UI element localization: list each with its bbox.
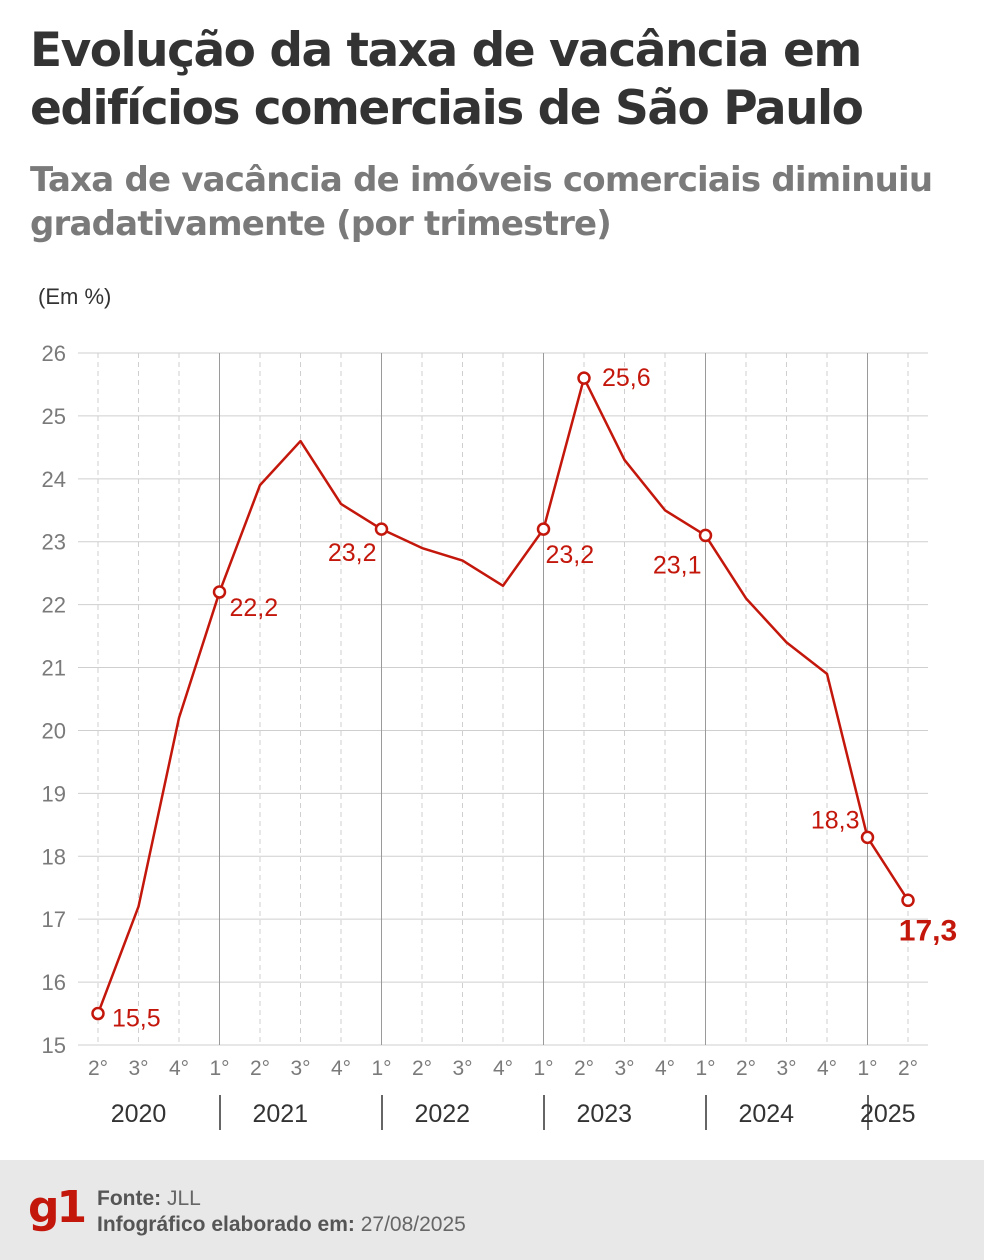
x-tick-label: 3° bbox=[776, 1057, 796, 1080]
y-tick-label: 17 bbox=[42, 907, 66, 932]
data-label: 25,6 bbox=[602, 364, 651, 392]
source-value: JLL bbox=[167, 1187, 201, 1210]
source-line: Fonte: JLL bbox=[97, 1186, 466, 1212]
data-point-marker bbox=[577, 371, 591, 385]
source-label: Fonte: bbox=[97, 1187, 162, 1210]
data-label: 15,5 bbox=[112, 1005, 161, 1033]
y-tick-label: 24 bbox=[42, 467, 66, 492]
made-label: Infográfico elaborado em: bbox=[97, 1213, 355, 1236]
y-tick-label: 15 bbox=[42, 1033, 66, 1058]
x-tick-label: 2° bbox=[250, 1057, 270, 1080]
x-tick-label: 3° bbox=[128, 1057, 148, 1080]
data-label: 23,2 bbox=[546, 541, 595, 569]
x-tick-label: 1° bbox=[371, 1057, 391, 1080]
x-tick-label: 2° bbox=[412, 1057, 432, 1080]
series-line bbox=[96, 376, 910, 1014]
y-tick-label: 26 bbox=[42, 341, 66, 366]
data-point-marker bbox=[698, 528, 713, 543]
date-line: Infográfico elaborado em: 27/08/2025 bbox=[97, 1212, 466, 1238]
year-label: 2024 bbox=[738, 1100, 794, 1128]
data-point-marker bbox=[91, 1006, 105, 1021]
x-tick-label: 4° bbox=[817, 1057, 837, 1080]
x-tick-label: 4° bbox=[331, 1057, 351, 1080]
data-label: 22,2 bbox=[230, 594, 279, 622]
footer: g1 Fonte: JLL Infográfico elaborado em: … bbox=[0, 1160, 984, 1260]
y-tick-label: 21 bbox=[42, 656, 66, 681]
year-label: 2023 bbox=[576, 1100, 632, 1128]
g1-logo: g1 bbox=[28, 1182, 87, 1233]
data-point-marker bbox=[901, 893, 915, 908]
x-tick-label: 2° bbox=[88, 1057, 108, 1080]
x-tick-label: 1° bbox=[857, 1057, 877, 1080]
source-block: Fonte: JLL Infográfico elaborado em: 27/… bbox=[97, 1186, 466, 1238]
x-tick-label: 4° bbox=[169, 1057, 189, 1080]
y-tick-label: 18 bbox=[42, 844, 66, 869]
data-label: 23,2 bbox=[328, 539, 377, 567]
data-point-marker bbox=[536, 522, 551, 536]
unit-label: (Em %) bbox=[38, 284, 112, 309]
y-tick-label: 16 bbox=[42, 970, 66, 995]
made-date: 27/08/2025 bbox=[360, 1213, 466, 1236]
x-tick-label: 2° bbox=[736, 1057, 756, 1080]
x-tick-label: 1° bbox=[209, 1057, 229, 1080]
x-tick-label: 1° bbox=[533, 1057, 553, 1080]
year-label: 2025 bbox=[860, 1100, 916, 1128]
x-tick-label: 3° bbox=[290, 1057, 310, 1080]
year-label: 2022 bbox=[414, 1100, 470, 1128]
x-tick-label: 2° bbox=[898, 1057, 918, 1080]
y-tick-label: 23 bbox=[42, 530, 66, 555]
x-tick-label: 4° bbox=[493, 1057, 513, 1080]
year-label: 2021 bbox=[252, 1100, 308, 1128]
x-tick-label: 3° bbox=[452, 1057, 472, 1080]
x-tick-label: 3° bbox=[614, 1057, 634, 1080]
y-tick-label: 20 bbox=[42, 718, 66, 743]
y-tick-label: 22 bbox=[42, 593, 66, 618]
x-tick-label: 4° bbox=[655, 1057, 675, 1080]
x-tick-label: 1° bbox=[695, 1057, 715, 1080]
year-label: 2020 bbox=[111, 1100, 167, 1128]
data-label: 17,3 bbox=[899, 914, 957, 947]
data-label: 18,3 bbox=[811, 806, 860, 834]
chart-subtitle: Taxa de vacância de imóveis comerciais d… bbox=[30, 160, 933, 244]
x-tick-label: 2° bbox=[574, 1057, 594, 1080]
data-point-marker bbox=[374, 522, 389, 536]
y-tick-label: 25 bbox=[42, 404, 66, 429]
y-tick-label: 19 bbox=[42, 781, 66, 806]
chart-title: Evolução da taxa de vacância em edifício… bbox=[30, 23, 864, 136]
data-point-marker bbox=[212, 585, 227, 599]
data-point-marker bbox=[860, 830, 875, 845]
data-label: 23,1 bbox=[653, 551, 702, 579]
